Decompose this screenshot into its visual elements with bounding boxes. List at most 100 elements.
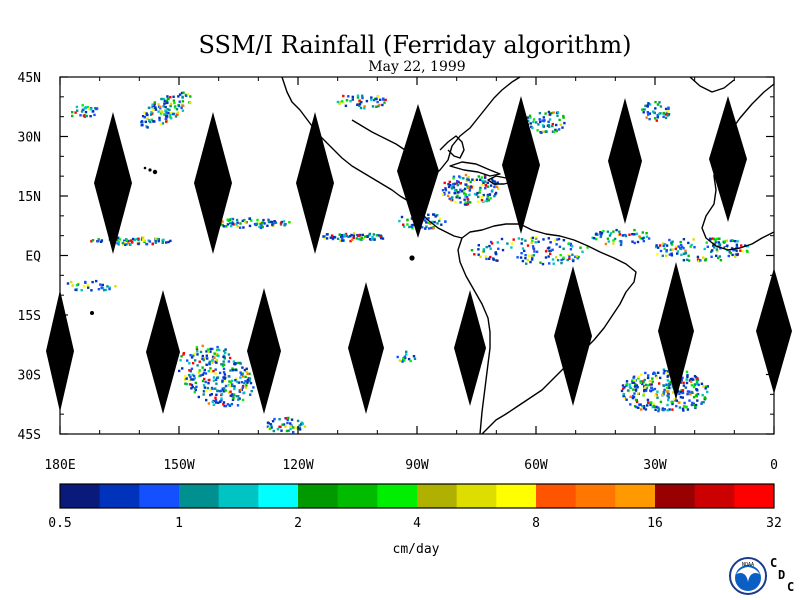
rain-pixel — [643, 378, 646, 382]
rain-pixel — [487, 199, 491, 202]
rain-pixel — [301, 422, 304, 425]
rain-pixel — [633, 228, 636, 232]
rain-pixel — [489, 255, 492, 259]
rain-pixel — [167, 111, 170, 115]
rain-pixel — [666, 379, 669, 382]
rain-pixel — [658, 382, 661, 385]
rain-pixel — [224, 348, 227, 351]
colorbar-swatch — [139, 484, 180, 508]
rain-pixel — [613, 237, 617, 241]
rain-pixel — [618, 233, 622, 236]
rain-pixel — [166, 95, 169, 98]
rain-pixel — [706, 385, 709, 388]
rain-pixel — [521, 259, 525, 263]
rain-pixel — [713, 242, 717, 246]
rain-pixel — [230, 379, 234, 383]
rain-pixel — [165, 120, 168, 123]
data-gap-swath — [94, 112, 132, 254]
rain-pixel — [666, 386, 669, 389]
rain-pixel — [409, 359, 412, 363]
lon-tick-label: 90W — [405, 458, 429, 473]
rain-pixel — [675, 404, 678, 408]
rain-pixel — [234, 362, 237, 365]
rain-pixel — [490, 178, 494, 181]
rain-pixel — [695, 393, 699, 396]
rain-pixel — [557, 237, 561, 241]
rain-pixel — [71, 284, 74, 287]
rain-pixel — [460, 190, 464, 193]
rain-pixel — [356, 96, 360, 99]
rain-pixel — [424, 227, 427, 230]
rain-pixel — [182, 104, 185, 107]
rain-pixel — [236, 361, 240, 365]
rain-pixel — [530, 258, 534, 261]
rain-pixel — [537, 123, 540, 126]
rain-pixel — [116, 239, 119, 242]
rain-pixel — [263, 222, 266, 225]
rain-pixel — [664, 371, 668, 374]
rain-pixel — [694, 403, 698, 407]
rain-pixel — [690, 384, 694, 387]
rain-pixel — [143, 239, 146, 242]
rain-pixel — [361, 94, 364, 97]
rain-pixel — [501, 248, 505, 252]
rain-pixel — [636, 240, 640, 244]
rain-pixel — [693, 375, 697, 378]
rain-pixel — [453, 182, 456, 185]
rain-pixel — [646, 398, 650, 402]
rain-pixel — [666, 409, 669, 412]
rain-pixel — [529, 116, 532, 119]
data-gap-swath — [554, 266, 592, 406]
rain-pixel — [448, 197, 451, 200]
rain-pixel — [534, 241, 537, 244]
rain-pixel — [212, 379, 216, 382]
rain-pixel — [229, 369, 232, 372]
rain-pixel — [280, 429, 283, 432]
rain-pixel — [402, 225, 406, 228]
rain-pixel — [555, 256, 558, 259]
rain-pixel — [193, 377, 196, 380]
rain-pixel — [100, 239, 104, 242]
rain-pixel — [463, 198, 466, 201]
rain-pixel — [216, 389, 219, 392]
rain-pixel — [467, 176, 470, 179]
rain-pixel — [654, 245, 658, 249]
rain-pixel — [214, 401, 218, 404]
lat-tick-label: 30S — [18, 369, 41, 384]
rain-pixel — [176, 112, 180, 115]
rain-pixel — [489, 247, 492, 250]
rain-pixel — [273, 220, 276, 223]
lat-tick-label: 45N — [18, 71, 41, 86]
rain-pixel — [216, 353, 219, 356]
rain-pixel — [692, 403, 696, 406]
rain-pixel — [372, 233, 376, 236]
rain-pixel — [621, 384, 625, 387]
rain-pixel — [608, 234, 612, 237]
rain-pixel — [75, 288, 79, 291]
rain-pixel — [451, 196, 454, 199]
rain-pixel — [571, 245, 574, 248]
rain-pixel — [696, 258, 700, 261]
rain-pixel — [678, 392, 681, 396]
rain-pixel — [208, 362, 211, 365]
rain-pixel — [169, 113, 172, 117]
rain-pixel — [199, 350, 203, 354]
rain-pixel — [201, 344, 204, 348]
rain-pixel — [148, 240, 152, 243]
rain-pixel — [147, 106, 151, 109]
rain-pixel — [279, 222, 283, 225]
rain-pixel — [270, 426, 273, 429]
africa-coast — [701, 83, 775, 251]
rain-pixel — [702, 256, 705, 259]
rain-pixel — [633, 379, 636, 382]
rain-pixel — [486, 195, 489, 198]
rain-pixel — [665, 254, 668, 257]
rain-pixel — [443, 181, 446, 185]
rain-pixel — [732, 249, 735, 252]
rain-pixel — [229, 381, 233, 384]
rain-pixel — [444, 220, 447, 223]
rain-pixel — [713, 237, 716, 241]
rain-pixel — [640, 408, 643, 411]
rain-pixel — [734, 255, 737, 258]
rain-pixel — [203, 357, 207, 360]
